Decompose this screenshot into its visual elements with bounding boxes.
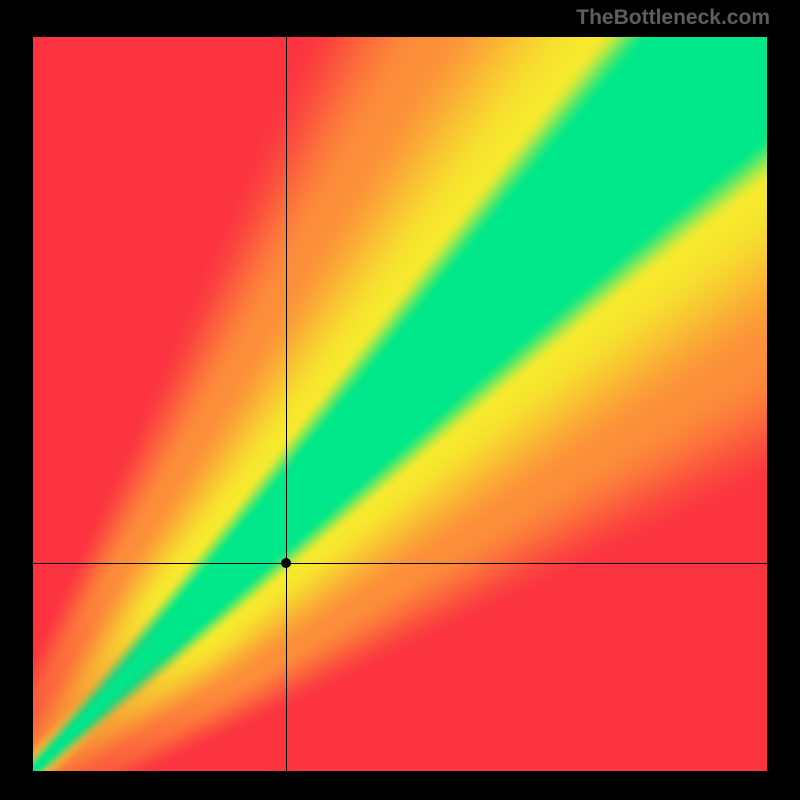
heatmap-canvas — [33, 37, 767, 771]
crosshair-vertical — [286, 37, 287, 771]
data-point-marker — [281, 558, 291, 568]
crosshair-horizontal — [33, 563, 767, 564]
plot-area — [33, 37, 767, 771]
watermark-text: TheBottleneck.com — [576, 6, 770, 30]
